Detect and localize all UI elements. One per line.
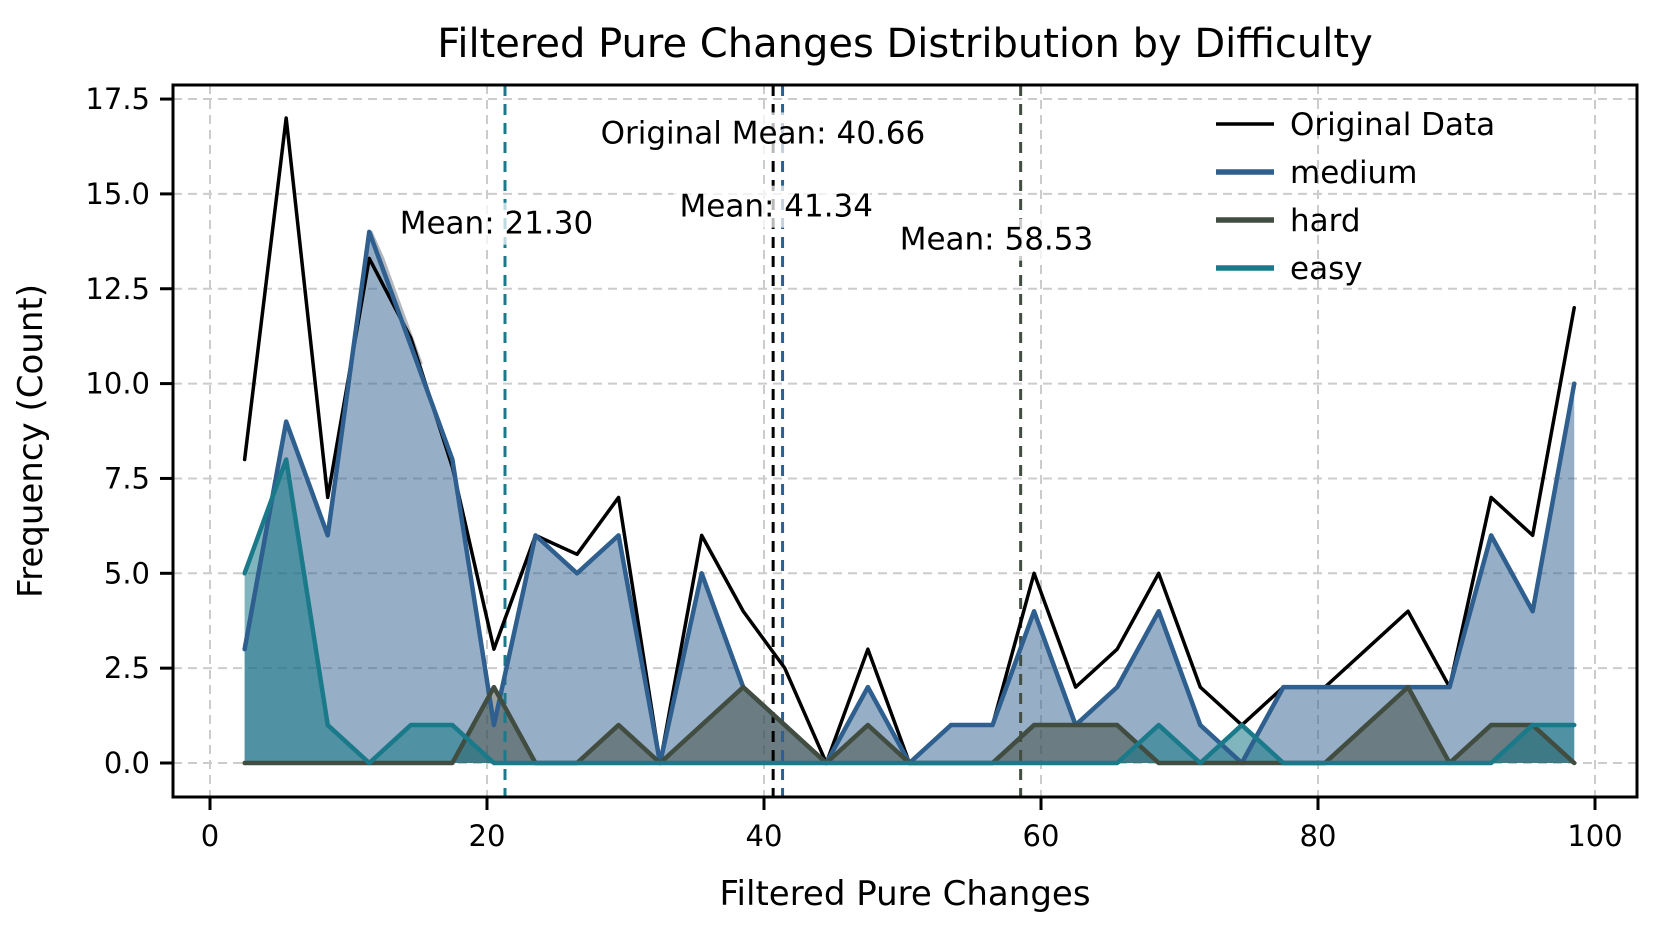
plot-border xyxy=(171,83,1639,799)
series-line-easy xyxy=(242,457,1577,766)
mean-annotation: Mean: 21.30 xyxy=(400,206,594,242)
annotation-backing xyxy=(594,112,943,155)
area-fill-medium xyxy=(244,231,1575,764)
x-tick-label: 20 xyxy=(469,819,506,853)
legend-label-easy: easy xyxy=(1290,251,1363,287)
series-lines xyxy=(242,116,1577,766)
mean-annotation: Mean: 58.53 xyxy=(900,222,1094,258)
x-tick-label: 40 xyxy=(746,819,783,853)
y-axis-label: Frequency (Count) xyxy=(11,284,51,598)
tick-labels: 0 20 40 60 80 100 0.0 2.5 5.0 7.5 10.0 12.5 15.0 17.5 xyxy=(85,82,1622,853)
mean-annotation: Mean: 41.34 xyxy=(680,189,874,225)
legend-label-hard: hard xyxy=(1290,203,1361,239)
y-tick-label: 17.5 xyxy=(85,82,150,116)
y-tick-label: 15.0 xyxy=(85,177,150,211)
x-tick-label: 100 xyxy=(1567,819,1622,853)
legend-label-medium: medium xyxy=(1290,155,1417,191)
chart-title: Filtered Pure Changes Distribution by Di… xyxy=(437,21,1373,67)
legend: Original Data medium hard easy xyxy=(1216,107,1495,287)
x-tick-label: 0 xyxy=(201,819,219,853)
mean-annotation: Original Mean: 40.66 xyxy=(601,115,926,151)
area-fill-hard xyxy=(244,687,1575,763)
annotation-backing xyxy=(393,202,591,245)
annotation-backing xyxy=(673,185,871,228)
y-tick-label: 12.5 xyxy=(85,272,150,306)
y-tick-label: 0.0 xyxy=(104,746,150,780)
x-tick-label: 60 xyxy=(1023,819,1060,853)
axes-spines-and-ticks xyxy=(160,83,1639,810)
y-tick-label: 5.0 xyxy=(104,556,150,590)
mean-annotations: Mean: 21.30 Original Mean: 40.66 Mean: 41.… xyxy=(393,112,1094,261)
area-fills xyxy=(244,230,1575,764)
x-axis-label: Filtered Pure Changes xyxy=(719,874,1090,914)
y-tick-label: 7.5 xyxy=(104,461,150,495)
y-tick-label: 10.0 xyxy=(85,367,150,401)
x-tick-label: 80 xyxy=(1300,819,1337,853)
y-tick-label: 2.5 xyxy=(104,651,150,685)
legend-label-original-data: Original Data xyxy=(1290,107,1495,143)
annotation-backing xyxy=(893,218,1091,261)
